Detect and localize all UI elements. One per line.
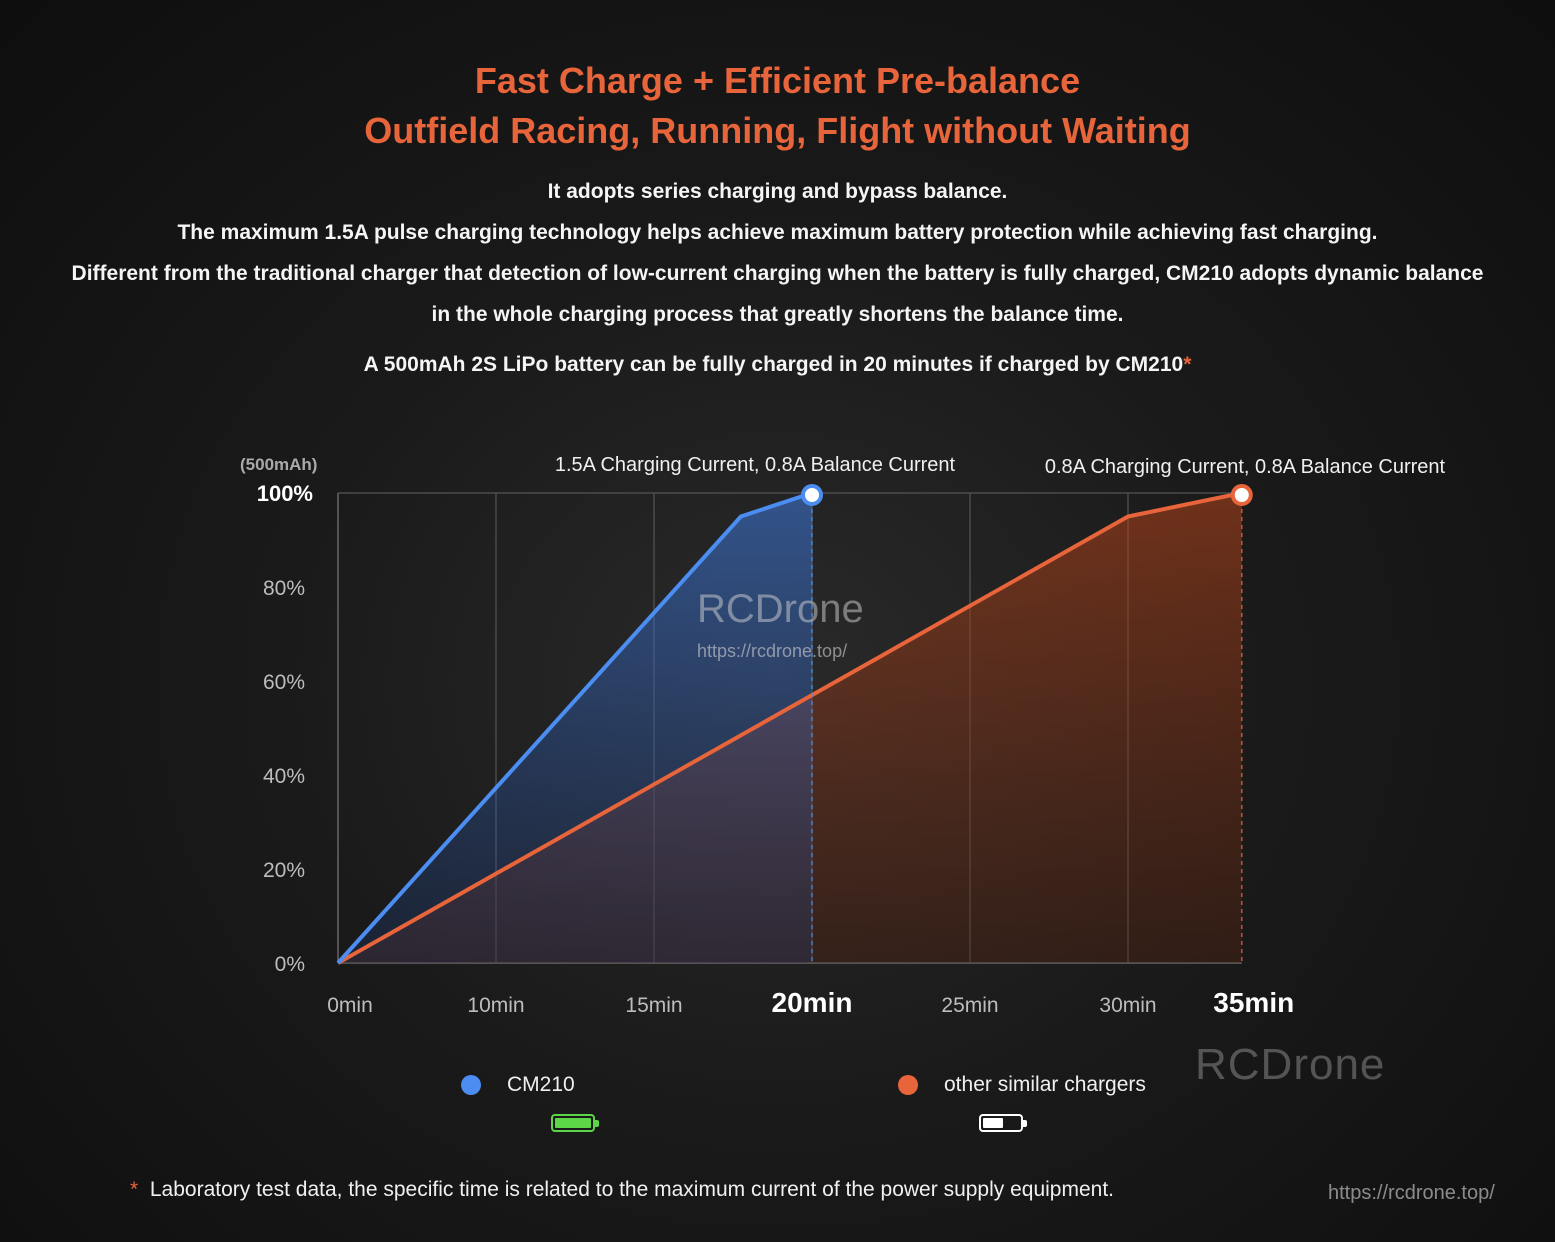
headline-line-1: Fast Charge + Efficient Pre-balance <box>474 60 1081 101</box>
footnote: * Laboratory test data, the specific tim… <box>130 1178 1114 1202</box>
x-tick-30min: 30min <box>1099 994 1156 1017</box>
legend-dot-other <box>898 1075 918 1095</box>
legend-dot-cm210 <box>461 1075 481 1095</box>
y-axis-unit: (500mAh) <box>240 455 317 474</box>
charge-claim: A 500mAh 2S LiPo battery can be fully ch… <box>0 353 1555 377</box>
footnote-star: * <box>130 1178 139 1201</box>
x-tick-15min: 15min <box>625 994 682 1017</box>
x-tick-25min: 25min <box>941 994 998 1017</box>
annotation-cm210: 1.5A Charging Current, 0.8A Balance Curr… <box>555 454 956 476</box>
line-cm210 <box>336 491 813 965</box>
end-point-other <box>1230 484 1253 506</box>
footnote-text: Laboratory test data, the specific time … <box>149 1178 1115 1201</box>
description-p2: The maximum 1.5A pulse charging technolo… <box>177 221 1378 244</box>
x-tick-20min: 20min <box>772 987 853 1018</box>
legend-other: other similar chargers <box>898 1073 1146 1097</box>
chart-watermark-brand: RCDrone <box>697 587 864 631</box>
annotation-other: 0.8A Charging Current, 0.8A Balance Curr… <box>1045 456 1446 478</box>
legend-label-cm210: CM210 <box>507 1073 575 1096</box>
charge-claim-text: A 500mAh 2S LiPo battery can be fully ch… <box>363 353 1184 376</box>
watermark-url: https://rcdrone.top/ <box>1328 1182 1495 1204</box>
chart-labels: 0% 20% 40% 60% 80% 100% (500mAh) 0min 10min 15min… <box>240 454 1446 1018</box>
battery-low-icon <box>979 1114 1027 1132</box>
chart-areas <box>338 493 1242 963</box>
charge-claim-asterisk: * <box>1183 353 1192 376</box>
chart-lines <box>336 484 1253 965</box>
watermark-brand: RCDrone <box>1195 1040 1386 1089</box>
description-p3: Different from the traditional charger t… <box>71 262 1484 326</box>
legend-label-other: other similar chargers <box>944 1073 1146 1096</box>
y-tick-0: 0% <box>275 953 305 976</box>
legend-cm210: CM210 <box>461 1073 575 1097</box>
battery-full-icon <box>551 1114 599 1132</box>
headline-line-2: Outfield Racing, Running, Flight without… <box>364 110 1191 151</box>
y-tick-40: 40% <box>263 765 305 788</box>
description-p1: It adopts series charging and bypass bal… <box>547 180 1008 203</box>
area-cm210 <box>338 493 812 963</box>
x-tick-35min: 35min <box>1213 987 1294 1018</box>
y-tick-20: 20% <box>263 859 305 882</box>
y-tick-60: 60% <box>263 671 305 694</box>
chart-watermark-url: https://rcdrone.top/ <box>697 641 847 661</box>
line-other <box>337 491 1243 965</box>
description: It adopts series charging and bypass bal… <box>60 171 1495 335</box>
x-tick-10min: 10min <box>467 994 524 1017</box>
y-tick-100: 100% <box>257 481 313 506</box>
x-tick-0min: 0min <box>327 994 373 1017</box>
end-point-cm210 <box>801 484 823 506</box>
y-tick-80: 80% <box>263 577 305 600</box>
